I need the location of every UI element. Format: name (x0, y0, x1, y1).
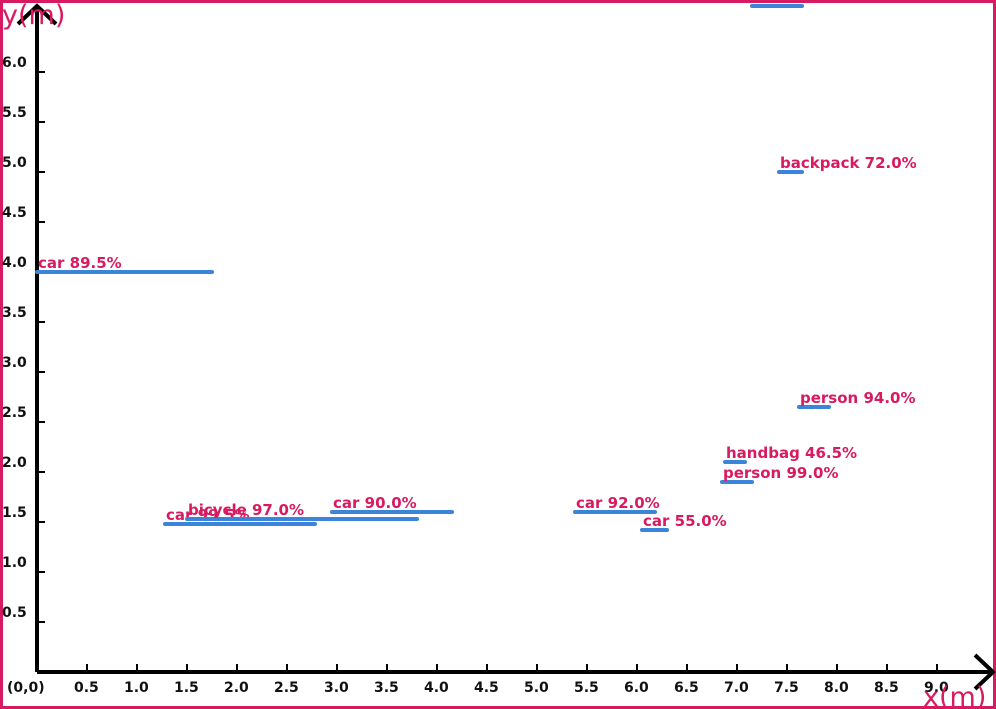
y-tick-label: 3.5 (2, 305, 27, 321)
y-tick-label: 1.0 (2, 555, 27, 571)
x-tick-label: 7.5 (774, 680, 799, 696)
x-tick-label: 7.0 (724, 680, 749, 696)
detection-label: person 99.0% (723, 464, 838, 482)
y-tick-label: 2.5 (2, 405, 27, 421)
x-tick-label: 1.5 (174, 680, 199, 696)
x-tick-label: 4.0 (424, 680, 449, 696)
x-axis-title: x(m) (923, 682, 986, 709)
origin-label: (0,0) (7, 680, 45, 696)
y-tick-label: 3.0 (2, 355, 27, 371)
detection-label: car 92.0% (576, 494, 660, 512)
y-tick-label: 4.5 (2, 205, 27, 221)
x-tick-label: 2.5 (274, 680, 299, 696)
detection-label: car 89.5% (38, 254, 122, 272)
x-tick-label: 3.5 (374, 680, 399, 696)
x-tick-label: 3.0 (324, 680, 349, 696)
x-axis-arrowhead (973, 653, 996, 691)
x-tick-label: 6.5 (674, 680, 699, 696)
x-tick-label: 6.0 (624, 680, 649, 696)
y-ticks: 0.5 1.0 1.5 2.0 2.5 3.0 3.5 4.0 4.5 5.0 5.5 6.0 (2, 55, 45, 623)
x-ticks: 0.5 1.0 1.5 2.0 2.5 3.0 3.5 4.0 4.5 5.0 5.5 6.0 6.5 7… (74, 664, 949, 696)
x-tick-label: 4.5 (474, 680, 499, 696)
x-tick-label: 0.5 (74, 680, 99, 696)
detection-label: car 55.0% (643, 512, 727, 530)
detection-label: handbag 46.5% (726, 444, 857, 462)
x-tick-label: 1.0 (124, 680, 149, 696)
detections: car 89.5%car 99.5%bicycle 97.0% car 90.0%… (35, 4, 917, 532)
x-tick-label: 5.5 (574, 680, 599, 696)
detection-label: car 90.0% (333, 494, 417, 512)
y-tick-label: 0.5 (2, 605, 27, 621)
detection-label: backpack 72.0% (780, 154, 917, 172)
detection-label: bicycle 97.0% (188, 501, 304, 519)
x-tick-label: 8.5 (874, 680, 899, 696)
x-tick-label: 5.0 (524, 680, 549, 696)
y-tick-label: 2.0 (2, 455, 27, 471)
axes (16, 3, 996, 691)
y-tick-label: 5.0 (2, 155, 27, 171)
x-tick-label: 9.0 (924, 680, 949, 696)
x-tick-label: 2.0 (224, 680, 249, 696)
detection-label: person 94.0% (800, 389, 915, 407)
y-tick-label: 5.5 (2, 105, 27, 121)
y-tick-label: 6.0 (2, 55, 27, 71)
y-axis-arrowhead (16, 3, 58, 26)
y-axis-title: y(m) (2, 0, 65, 31)
x-tick-label: 8.0 (824, 680, 849, 696)
y-tick-label: 1.5 (2, 505, 27, 521)
y-tick-label: 4.0 (2, 255, 27, 271)
